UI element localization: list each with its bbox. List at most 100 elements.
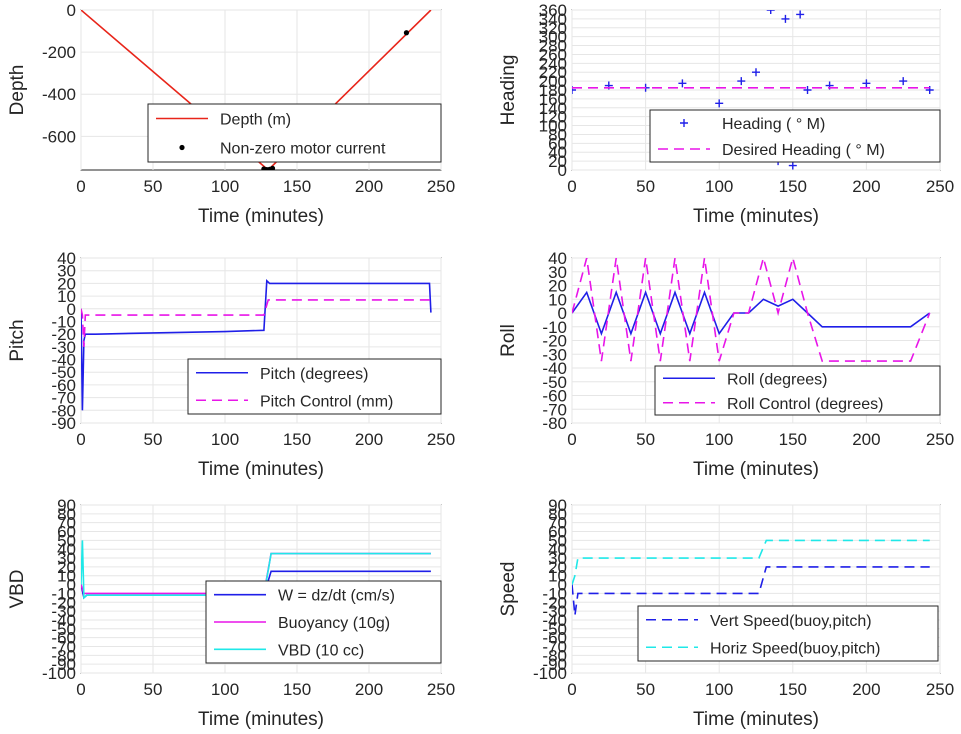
speed-xtick-label: 50	[636, 680, 655, 699]
pitch-ytick-label: -50	[51, 363, 76, 382]
speed-legend-label: Horiz Speed(buoy,pitch)	[710, 640, 880, 657]
speed-ytick-label: 0	[558, 576, 567, 595]
pitch-ytick-label: 10	[57, 287, 76, 306]
heading-ytick-label: 40	[548, 143, 567, 162]
heading-ytick-label: 360	[539, 1, 567, 20]
heading-ytick-label: 240	[539, 54, 567, 73]
depth-legend-swatch	[179, 144, 185, 151]
pitch-series-1-line	[81, 299, 431, 347]
pitch-legend-label: Pitch Control (mm)	[260, 393, 393, 410]
depth-chart: 0 50 100 150 200 250 0 -200 -400 -600 Time (minute…	[7, 1, 455, 227]
pitch-xlabel: Time (minutes)	[198, 459, 324, 480]
roll-xtick-label: 200	[852, 430, 880, 449]
vbd-xtick-label: 200	[355, 680, 383, 699]
heading-ytick-label: 320	[539, 19, 567, 38]
speed-legend-label: Vert Speed(buoy,pitch)	[710, 613, 872, 630]
pitch-ytick-label: -90	[51, 414, 76, 433]
vbd-legend-label: Buoyancy (10g)	[278, 615, 390, 632]
vbd-ytick-label: -50	[51, 620, 76, 639]
speed-chart: 0 50 100 150 200 2509080706050403020100-10-20…	[498, 496, 954, 730]
pitch-ytick-label: -30	[51, 338, 76, 357]
speed-ytick-label: 60	[548, 523, 567, 542]
vbd-ytick-label: 10	[57, 567, 76, 586]
vbd-xtick-label: 0	[76, 680, 85, 699]
vbd-ytick-label: -10	[51, 584, 76, 603]
depth-xtick-label: 200	[355, 177, 383, 196]
roll-legend-box	[654, 365, 941, 416]
heading-xtick-label: 50	[636, 177, 655, 196]
pitch-ytick-label: -70	[51, 389, 76, 408]
pitch-xtick-label: 100	[211, 430, 239, 449]
roll-ytick-label: 30	[548, 263, 567, 282]
vbd-ytick-label: 30	[57, 549, 76, 568]
vbd-legend: W = dz/dt (cm/s) Buoyancy (10g) VBD (10 cc…	[205, 580, 442, 664]
vbd-ytick-label: 60	[57, 523, 76, 542]
heading-ytick-label: 100	[539, 117, 567, 136]
vbd-ytick-label: -100	[42, 664, 76, 683]
pitch-ytick-label: -40	[51, 351, 76, 370]
pitch-ytick-label: 40	[57, 249, 76, 268]
pitch-ytick-label: -10	[51, 312, 76, 331]
speed-ytick-label: 20	[548, 558, 567, 577]
speed-ytick-label: -30	[542, 602, 567, 621]
speed-xtick-label: 200	[852, 680, 880, 699]
speed-xtick-label: 100	[705, 680, 733, 699]
pitch-ytick-label: 0	[67, 300, 76, 319]
heading-series-0-point	[796, 10, 805, 19]
vbd-xtick-label: 100	[211, 680, 239, 699]
heading-chart: 0 50 100 150 200 2500204060801001201401601802…	[498, 1, 954, 227]
speed-ytick-label: -100	[533, 664, 567, 683]
roll-xtick-label: 250	[926, 430, 954, 449]
roll-ytick-label: -60	[542, 387, 567, 406]
heading-ytick-label: 60	[548, 134, 567, 153]
vbd-ytick-label: 80	[57, 505, 76, 524]
vbd-ytick-label: -30	[51, 602, 76, 621]
heading-xtick-label: 200	[852, 177, 880, 196]
speed-ytick-label: 50	[548, 531, 567, 550]
depth-legend-box	[147, 103, 442, 163]
depth-series-1-point	[269, 165, 276, 170]
depth-xtick-label: 150	[283, 177, 311, 196]
heading-series-0-point	[788, 161, 797, 170]
heading-ytick-label: 300	[539, 28, 567, 47]
roll-series-1-line	[572, 258, 931, 362]
heading-ytick-label: 200	[539, 72, 567, 91]
pitch-chart: 0 50 100 150 200 250403020100-10-20-30-40-50-…	[7, 249, 455, 480]
depth-xtick-label: 250	[427, 177, 455, 196]
speed-ytick-label: -40	[542, 611, 567, 630]
roll-chart: 0 50 100 150 200 250403020100-10-20-30-40-50-…	[498, 249, 954, 480]
roll-ytick-label: 0	[558, 304, 567, 323]
heading-xlabel: Time (minutes)	[693, 206, 819, 227]
roll-series-group	[572, 258, 931, 362]
vbd-ytick-label: -60	[51, 629, 76, 648]
roll-ytick-label: -30	[542, 345, 567, 364]
heading-legend-label: Heading ( ° M)	[722, 116, 825, 133]
heading-series-0-point	[737, 77, 746, 86]
heading-xtick-label: 250	[926, 177, 954, 196]
speed-ytick-label: -60	[542, 629, 567, 648]
heading-ytick-label: 120	[539, 108, 567, 127]
pitch-xtick-label: 50	[144, 430, 163, 449]
depth-xtick-label: 50	[144, 177, 163, 196]
speed-series-0-line	[572, 566, 930, 616]
speed-ytick-label: 90	[548, 496, 567, 515]
heading-ytick-label: 80	[548, 125, 567, 144]
vbd-xtick-label: 250	[427, 680, 455, 699]
heading-series-0-point	[715, 99, 724, 108]
speed-legend: Vert Speed(buoy,pitch) Horiz Speed(buoy,p…	[637, 605, 939, 662]
heading-series-0-point	[781, 14, 790, 23]
pitch-xtick-label: 0	[76, 430, 85, 449]
heading-legend-label: Desired Heading ( ° M)	[722, 142, 885, 159]
heading-ytick-label: 220	[539, 63, 567, 82]
pitch-legend-label: Pitch (degrees)	[260, 366, 369, 383]
depth-xlabel: Time (minutes)	[198, 206, 324, 227]
roll-xlabel: Time (minutes)	[693, 459, 819, 480]
pitch-series-group	[81, 279, 432, 411]
vbd-ytick-label: 40	[57, 540, 76, 559]
vbd-ytick-label: -70	[51, 637, 76, 656]
heading-xtick-label: 150	[779, 177, 807, 196]
pitch-ylabel: Pitch	[7, 319, 28, 361]
heading-ytick-label: 20	[548, 152, 567, 171]
heading-series-0-point	[766, 10, 775, 14]
